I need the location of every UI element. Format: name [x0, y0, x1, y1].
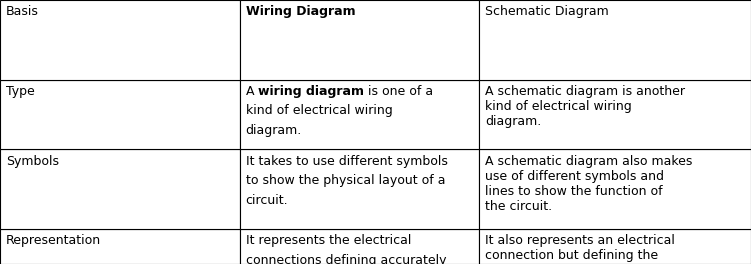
Bar: [0, 229, 240, 264]
Text: diagram.: diagram.: [246, 124, 302, 137]
Bar: [240, 149, 479, 229]
Bar: [240, 229, 479, 264]
Bar: [0, 0, 240, 80]
Text: Representation: Representation: [6, 234, 101, 247]
Text: It takes to use different symbols: It takes to use different symbols: [246, 155, 448, 168]
Text: A schematic diagram also makes
use of different symbols and
lines to show the fu: A schematic diagram also makes use of di…: [485, 155, 692, 213]
Text: Basis: Basis: [6, 5, 39, 18]
Bar: [0, 80, 240, 149]
Bar: [240, 80, 479, 149]
Text: kind of electrical wiring: kind of electrical wiring: [246, 105, 392, 117]
Bar: [479, 80, 751, 149]
Text: wiring diagram: wiring diagram: [258, 85, 364, 98]
Bar: [0, 149, 240, 229]
Bar: [479, 0, 751, 80]
Text: It represents the electrical: It represents the electrical: [246, 234, 411, 247]
Text: circuit.: circuit.: [246, 194, 288, 207]
Text: is one of a: is one of a: [364, 85, 433, 98]
Text: to show the physical layout of a: to show the physical layout of a: [246, 174, 445, 187]
Text: connections defining accurately: connections defining accurately: [246, 254, 446, 264]
Bar: [479, 149, 751, 229]
Text: Wiring Diagram: Wiring Diagram: [246, 5, 355, 18]
Text: It also represents an electrical
connection but defining the
flow of the circuit: It also represents an electrical connect…: [485, 234, 675, 264]
Text: A schematic diagram is another
kind of electrical wiring
diagram.: A schematic diagram is another kind of e…: [485, 85, 685, 128]
Text: Symbols: Symbols: [6, 155, 59, 168]
Bar: [479, 229, 751, 264]
Text: Type: Type: [6, 85, 35, 98]
Text: A: A: [246, 85, 258, 98]
Bar: [240, 0, 479, 80]
Text: Schematic Diagram: Schematic Diagram: [485, 5, 609, 18]
